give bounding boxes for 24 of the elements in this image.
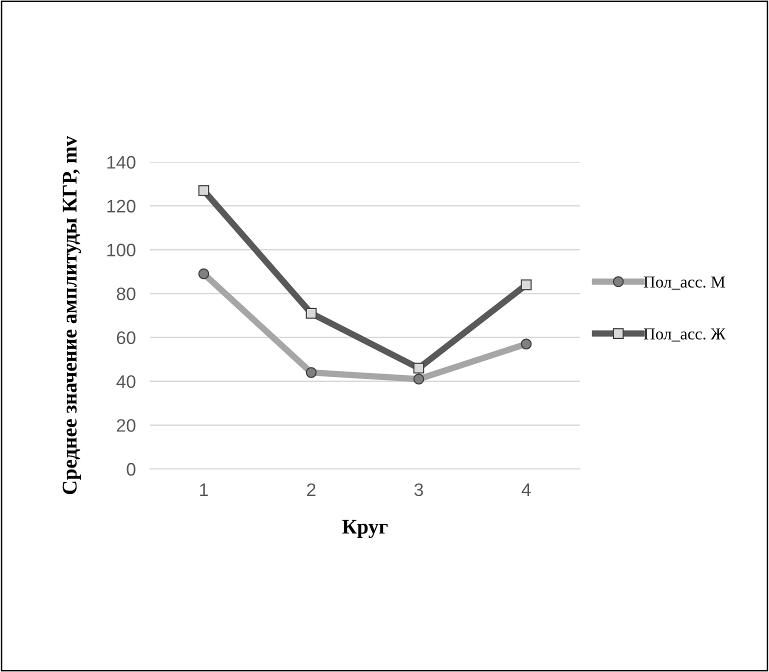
point xyxy=(198,268,210,280)
legend-label: Пол_асс. Ж xyxy=(644,328,726,342)
y-tick-label: 0 xyxy=(126,462,136,476)
point xyxy=(198,185,210,196)
point xyxy=(520,279,532,290)
point xyxy=(413,374,424,385)
x-tick-label: 2 xyxy=(307,483,316,496)
legend-label: Пол_асс. М xyxy=(644,276,725,290)
point xyxy=(520,338,532,350)
point xyxy=(413,362,424,374)
x-tick-label: 1 xyxy=(200,484,208,496)
x-tick-label: 4 xyxy=(522,484,531,496)
y-tick-label: 140 xyxy=(107,156,136,169)
y-tick-label: 60 xyxy=(116,331,136,344)
x-tick-label: 3 xyxy=(414,483,423,496)
point xyxy=(306,308,317,319)
y-tick-label: 120 xyxy=(107,200,136,213)
y-tick-label: 100 xyxy=(107,244,136,256)
y-tick-label: 40 xyxy=(116,375,136,388)
y-axis-title: Среднее значение амплитуды КГР, mv xyxy=(62,136,81,494)
y-tick-label: 20 xyxy=(116,419,136,432)
point xyxy=(306,367,317,378)
x-axis-title: Круг xyxy=(342,520,388,538)
y-tick-label: 80 xyxy=(116,288,136,300)
